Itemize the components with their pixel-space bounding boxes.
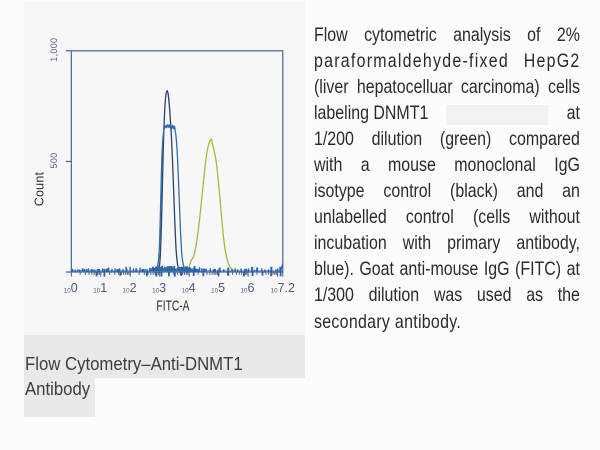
svg-text:FITC-A: FITC-A: [156, 298, 190, 314]
svg-text:Count: Count: [33, 172, 47, 207]
svg-text:1,000: 1,000: [49, 38, 59, 62]
svg-text:104: 104: [182, 281, 196, 295]
svg-text:103: 103: [152, 281, 166, 295]
svg-text:500: 500: [49, 153, 59, 169]
svg-text:101: 101: [93, 281, 107, 295]
svg-text:100: 100: [64, 281, 78, 295]
svg-text:105: 105: [211, 281, 225, 295]
svg-text:102: 102: [123, 281, 137, 295]
svg-text:106: 106: [241, 281, 255, 295]
svg-text:107.2: 107.2: [271, 281, 295, 295]
